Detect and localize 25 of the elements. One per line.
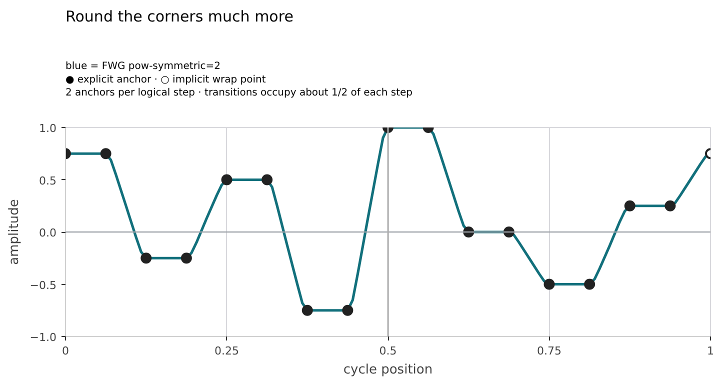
point — [221, 174, 232, 186]
y-tick-label: −1.0 — [30, 331, 57, 344]
x-axis-title: cycle position — [343, 362, 433, 378]
x-tick-label: 0.75 — [537, 344, 562, 358]
point — [302, 304, 313, 316]
point — [342, 304, 354, 316]
point — [624, 200, 636, 212]
y-tick-label: 1.0 — [39, 122, 57, 135]
chart-title: Round the corners much more — [66, 8, 294, 26]
point — [584, 278, 596, 290]
x-tick-label: 1 — [707, 344, 714, 358]
x-tick-label: 0 — [62, 344, 69, 358]
point — [180, 252, 192, 264]
y-tick-label: 0.0 — [39, 226, 57, 240]
point — [262, 174, 273, 186]
y-tick-label: 0.5 — [39, 174, 57, 188]
x-tick-label: 0.5 — [379, 344, 397, 358]
y-tick-label: −0.5 — [30, 278, 57, 292]
point — [100, 148, 112, 160]
point — [544, 278, 555, 290]
y-axis-title: amplitude — [6, 199, 22, 265]
point — [140, 252, 152, 264]
point — [664, 200, 676, 212]
chart-subtitle: blue = FWG pow-symmetric=2 ● explicit anchor · ○ implicit wrap point 2 anchors per logical step · transitions occupy about 1/2 of each step — [66, 61, 412, 98]
x-tick-label: 0.25 — [214, 344, 240, 358]
